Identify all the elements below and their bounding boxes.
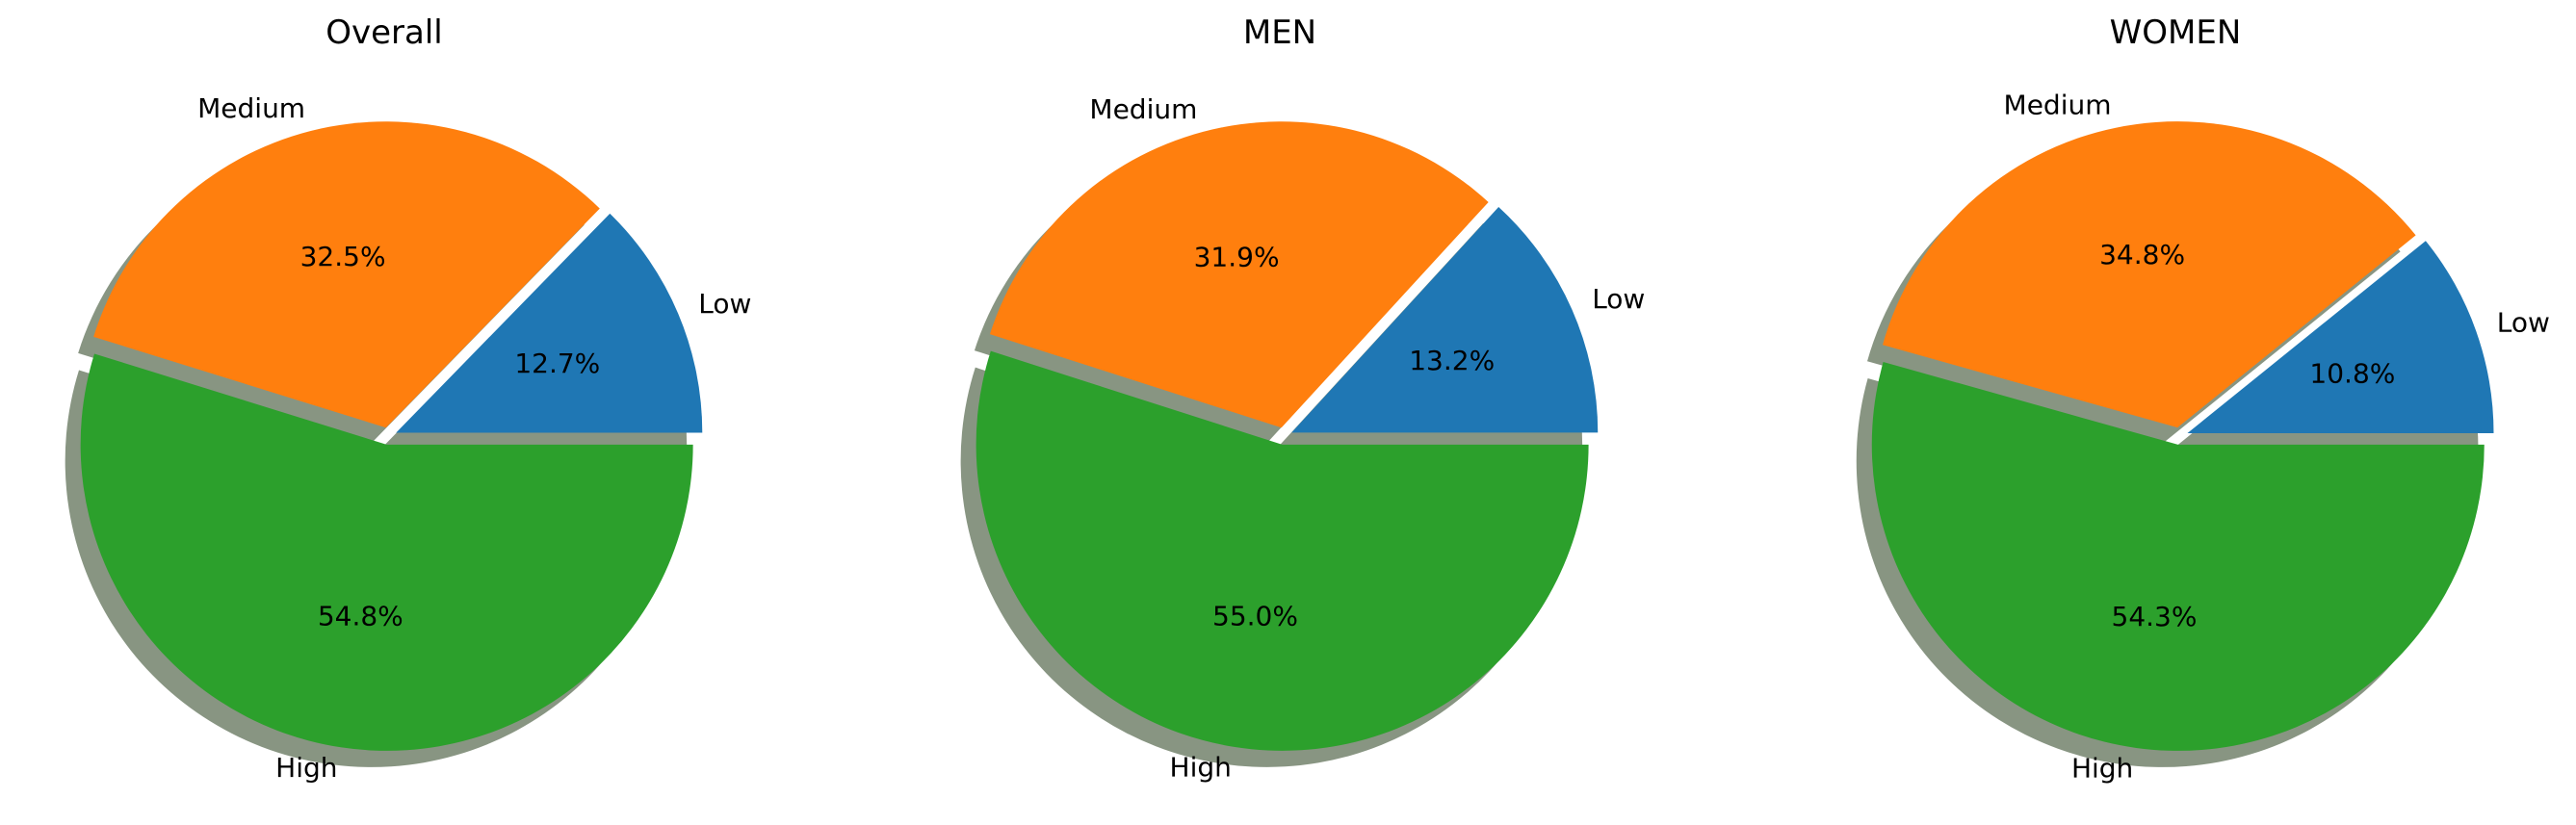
pie-slice-low — [2187, 241, 2494, 434]
slice-label-high: High — [2071, 753, 2133, 785]
slice-label-medium: Medium — [2004, 89, 2112, 120]
slice-label-low: Low — [2497, 307, 2550, 339]
chart-title: Overall — [325, 13, 443, 52]
pie-slices — [80, 121, 703, 751]
pie-slice-low — [1291, 207, 1599, 433]
slice-value-high: 54.3% — [2112, 601, 2198, 632]
pie-slice-medium — [93, 121, 600, 428]
pie-slice-low — [396, 213, 703, 433]
pie-slice-high — [80, 353, 693, 751]
chart-title: MEN — [1243, 13, 1316, 52]
slice-value-medium: 31.9% — [1194, 242, 1280, 273]
slice-label-low: Low — [698, 288, 751, 320]
slice-value-low: 10.8% — [2309, 357, 2395, 389]
pie-slices — [976, 121, 1599, 751]
pie-chart-women: Low 10.8% Medium 34.8% High 54.3% WOMEN — [1856, 13, 2550, 785]
slice-value-medium: 32.5% — [300, 241, 386, 272]
pie-labels: Low 13.2% Medium 31.9% High 55.0% — [1089, 93, 1645, 784]
slice-value-high: 55.0% — [1212, 601, 1298, 632]
pie-chart-men: Low 13.2% Medium 31.9% High 55.0% MEN — [960, 13, 1645, 784]
slice-label-medium: Medium — [1089, 93, 1197, 125]
pie-labels: Low 10.8% Medium 34.8% High 54.3% — [2004, 89, 2550, 784]
slice-value-medium: 34.8% — [2099, 239, 2185, 271]
slice-label-high: High — [275, 752, 337, 784]
slice-value-low: 13.2% — [1409, 345, 1495, 376]
pie-slice-medium — [1883, 121, 2416, 428]
slice-value-low: 12.7% — [514, 348, 600, 379]
pie-labels: Low 12.7% Medium 32.5% High 54.8% — [197, 92, 751, 784]
pie-slice-medium — [989, 121, 1489, 428]
pie-chart-overall: Low 12.7% Medium 32.5% High 54.8% Overall — [65, 13, 751, 784]
slice-label-high: High — [1170, 752, 1232, 784]
chart-title: WOMEN — [2110, 13, 2242, 52]
slice-label-medium: Medium — [197, 92, 305, 124]
slice-label-low: Low — [1592, 283, 1645, 315]
pie-slice-high — [1871, 361, 2485, 751]
pie-slice-high — [976, 350, 1589, 751]
slice-value-high: 54.8% — [318, 601, 403, 632]
pie-slices — [1871, 121, 2494, 751]
